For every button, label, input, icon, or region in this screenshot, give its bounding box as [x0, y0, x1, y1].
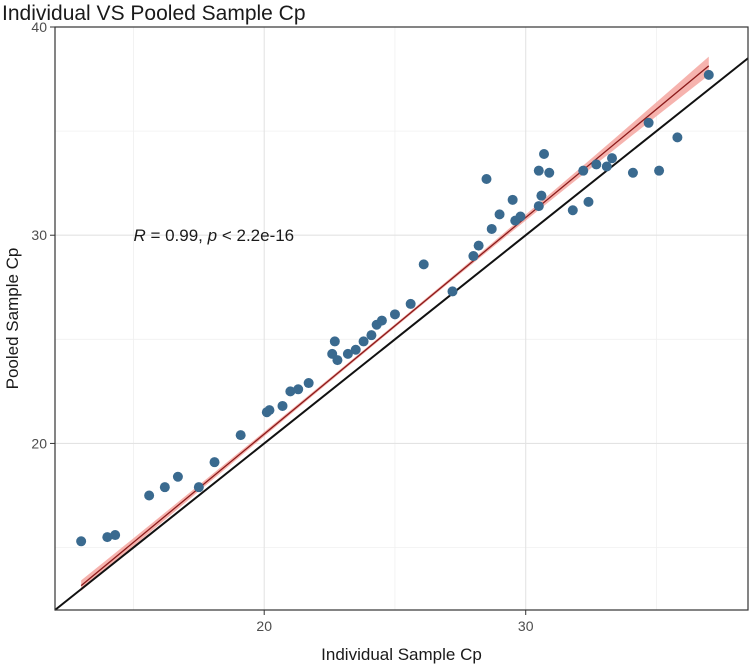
data-point — [350, 344, 361, 355]
data-point — [102, 532, 113, 543]
data-point — [536, 190, 547, 201]
y-tick-label: 20 — [31, 435, 47, 451]
data-point — [277, 400, 288, 411]
data-point — [539, 149, 550, 160]
correlation-annotation: R = 0.99, p < 2.2e-16 — [133, 226, 294, 245]
data-point — [486, 223, 497, 234]
y-axis-label: Pooled Sample Cp — [3, 248, 22, 390]
confidence-band — [81, 56, 709, 591]
data-point — [366, 330, 377, 341]
data-point — [601, 161, 612, 172]
data-point — [303, 378, 314, 389]
data-point — [515, 211, 526, 222]
regression-line — [80, 65, 710, 587]
data-point — [607, 153, 618, 164]
data-point — [533, 165, 544, 176]
data-point — [342, 348, 353, 359]
annotation-p-value: < 2.2e-16 — [217, 226, 294, 245]
y-tick-label: 30 — [31, 227, 47, 243]
major-gridlines — [55, 27, 748, 610]
data-points — [76, 69, 714, 547]
chart-title: Individual VS Pooled Sample Cp — [2, 2, 306, 25]
data-point — [447, 286, 458, 297]
data-point — [583, 196, 594, 207]
data-point — [235, 430, 246, 441]
data-point — [293, 384, 304, 395]
data-point — [172, 471, 183, 482]
data-point — [494, 209, 505, 220]
data-point — [468, 251, 479, 262]
data-point — [418, 259, 429, 270]
data-point — [405, 298, 416, 309]
data-point — [567, 205, 578, 216]
data-point — [329, 336, 340, 347]
identity-line — [54, 57, 749, 611]
y-tick-label: 40 — [31, 19, 47, 35]
confidence-band-area — [81, 56, 709, 591]
data-point — [264, 405, 275, 416]
data-point — [389, 309, 400, 320]
x-axis-label: Individual Sample Cp — [321, 645, 482, 664]
data-point — [643, 117, 654, 128]
axis-ticks: 20 30 20 30 40 — [31, 19, 533, 634]
data-point — [533, 201, 544, 212]
data-point — [110, 530, 121, 541]
data-point — [144, 490, 155, 501]
data-point — [627, 167, 638, 178]
annotation-p-symbol: p — [207, 226, 217, 245]
x-tick-label: 20 — [256, 618, 272, 634]
annotation-r-value: = 0.99, — [146, 226, 208, 245]
reference-lines — [54, 57, 749, 611]
data-point — [703, 69, 714, 80]
x-tick-label: 30 — [518, 618, 534, 634]
data-point — [76, 536, 87, 547]
data-point — [358, 336, 369, 347]
annotation-r-symbol: R — [133, 226, 145, 245]
data-point — [285, 386, 296, 397]
data-point — [473, 240, 484, 251]
data-point — [578, 165, 589, 176]
data-point — [507, 194, 518, 205]
data-point — [376, 315, 387, 326]
data-point — [481, 173, 492, 184]
data-point — [544, 167, 555, 178]
data-point — [672, 132, 683, 143]
data-point — [332, 355, 343, 366]
data-point — [591, 159, 602, 170]
data-point — [209, 457, 220, 468]
data-point — [193, 482, 204, 493]
panel-border — [54, 26, 749, 611]
data-point — [159, 482, 170, 493]
data-point — [654, 165, 665, 176]
